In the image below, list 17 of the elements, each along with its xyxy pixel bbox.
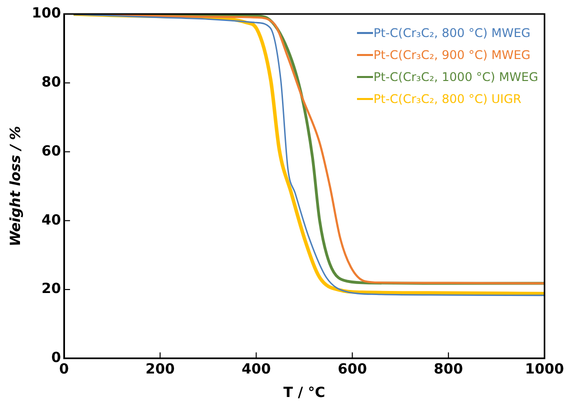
x-tick-label: 800 (434, 361, 464, 378)
y-tick-label: 100 (32, 6, 62, 22)
legend-label: Pt-C(Cr₃C₂, 800 °C) MWEG (374, 26, 530, 40)
legend-label: Pt-C(Cr₃C₂, 800 °C) UIGR (374, 92, 522, 106)
x-tick-label: 1000 (525, 361, 564, 378)
y-tick-label: 0 (51, 350, 62, 366)
y-tick-label: 80 (42, 74, 62, 91)
x-tick-label: 400 (242, 361, 272, 378)
x-tick-label: 600 (338, 361, 368, 378)
y-tick-label: 20 (42, 281, 62, 298)
x-tick-label: 200 (146, 361, 175, 378)
y-tick-label: 60 (42, 143, 62, 160)
x-axis-title: T / °C (283, 385, 326, 402)
y-axis-title: Weight loss / % (8, 126, 24, 246)
y-tick-label: 40 (42, 212, 62, 228)
legend-label: Pt-C(Cr₃C₂, 1000 °C) MWEG (374, 70, 538, 84)
legend-label: Pt-C(Cr₃C₂, 900 °C) MWEG (374, 48, 530, 62)
